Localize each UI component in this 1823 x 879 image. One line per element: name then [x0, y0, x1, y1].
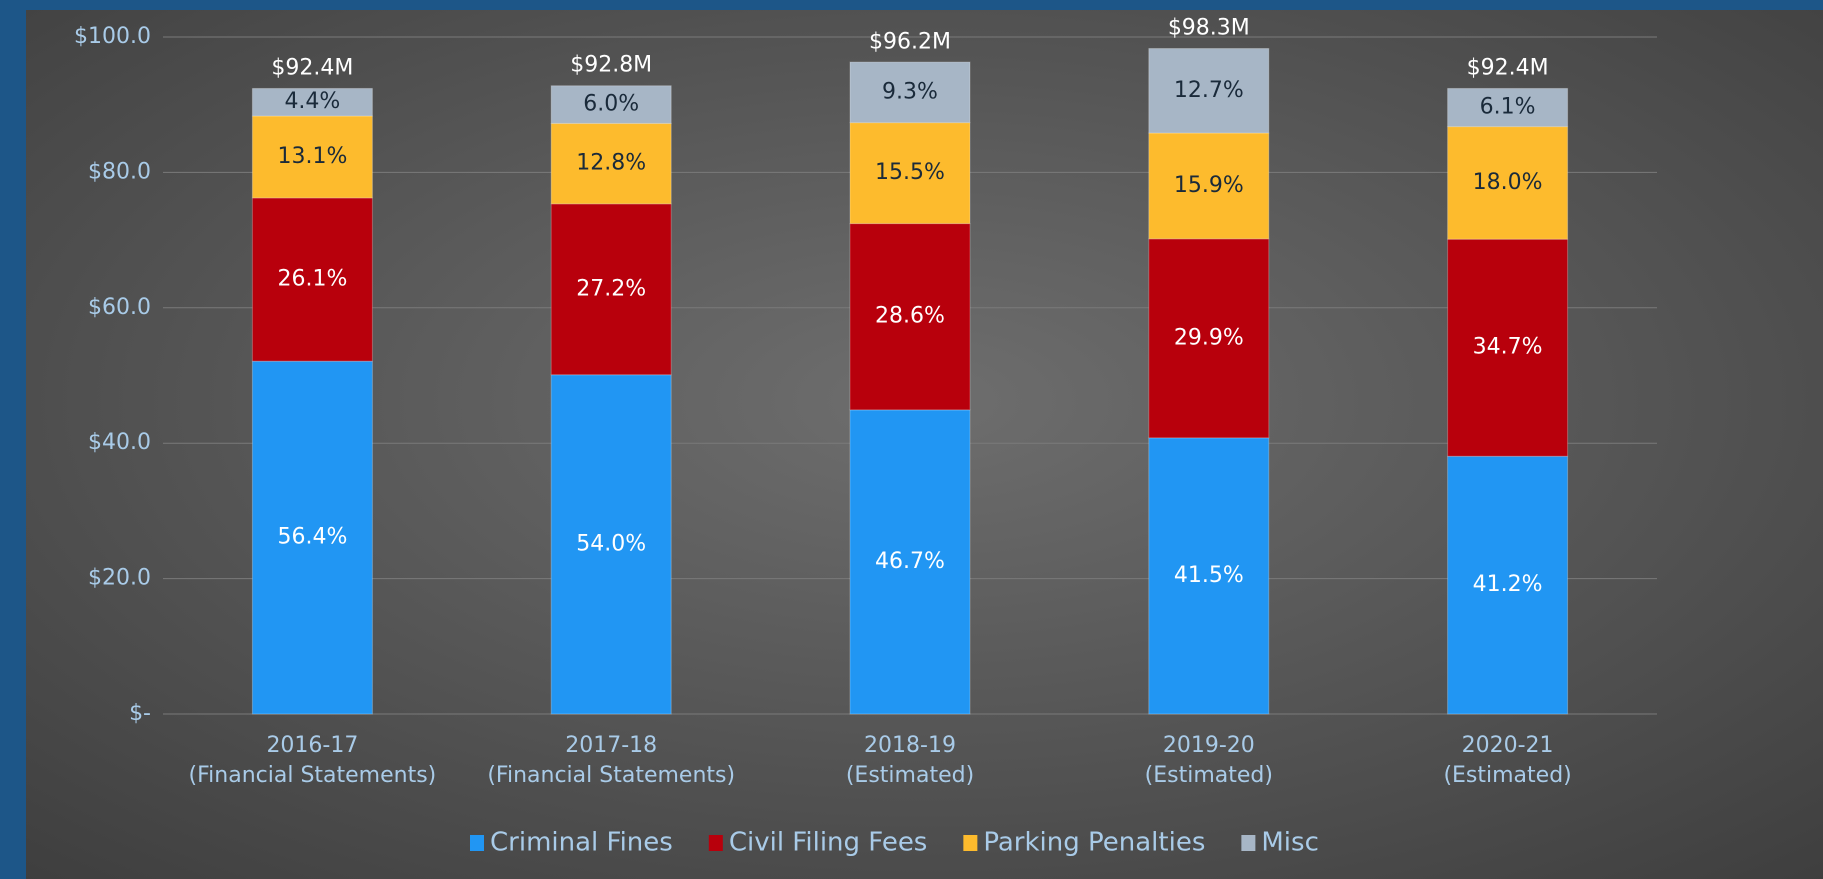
total-label: $96.2M: [869, 30, 951, 55]
legend-label: Civil Filing Fees: [729, 828, 928, 858]
legend-swatch: [470, 835, 484, 851]
bar-segment: [849, 61, 971, 124]
bar-segment: [1148, 238, 1270, 439]
y-tick-label: $60.0: [88, 295, 151, 320]
data-label: 29.9%: [1174, 325, 1244, 350]
data-label: 41.2%: [1473, 572, 1543, 597]
total-label: $92.4M: [1467, 55, 1549, 80]
bar-segment: [849, 223, 971, 411]
data-label: 13.1%: [277, 144, 347, 169]
x-tick-label: 2018-19: [864, 733, 956, 758]
data-label: 4.4%: [284, 89, 340, 114]
data-label: 15.9%: [1174, 173, 1244, 198]
x-tick-label: 2019-20: [1163, 733, 1255, 758]
legend-swatch: [963, 835, 978, 851]
data-label: 12.8%: [576, 151, 646, 176]
data-label: 34.7%: [1473, 335, 1543, 360]
bar-segment: [550, 122, 672, 205]
bar-segment: [1447, 238, 1569, 457]
data-label: 27.2%: [576, 276, 646, 301]
bar-segment: [1148, 437, 1270, 715]
y-tick-label: $-: [129, 701, 151, 726]
x-tick-label: 2017-18: [565, 733, 657, 758]
bar-segment: [550, 203, 672, 376]
x-tick-label: (Financial Statements): [487, 763, 735, 788]
y-tick-label: $40.0: [88, 430, 151, 455]
data-label: 12.7%: [1174, 78, 1244, 103]
total-label: $92.8M: [570, 53, 652, 78]
x-tick-label: 2016-17: [266, 733, 358, 758]
y-tick-label: $100.0: [74, 24, 151, 49]
data-label: 54.0%: [576, 531, 646, 556]
y-tick-label: $20.0: [88, 566, 151, 591]
legend-label: Parking Penalties: [983, 828, 1205, 858]
bar-segment: [1447, 455, 1569, 715]
bar-segment: [1148, 48, 1270, 134]
data-label: 18.0%: [1473, 170, 1543, 195]
data-label: 15.5%: [875, 160, 945, 185]
x-tick-label: (Estimated): [1145, 763, 1273, 788]
y-tick-label: $80.0: [88, 159, 151, 184]
x-tick-label: (Estimated): [846, 763, 974, 788]
bar-segment: [1447, 126, 1569, 240]
data-label: 9.3%: [882, 79, 938, 104]
bar-segment: [251, 87, 373, 117]
data-label: 6.1%: [1480, 95, 1536, 120]
data-label: 6.0%: [583, 92, 639, 117]
x-tick-label: 2020-21: [1462, 733, 1554, 758]
data-label: 56.4%: [277, 525, 347, 550]
legend-label: Criminal Fines: [490, 828, 673, 858]
data-label: 26.1%: [277, 267, 347, 292]
legend-swatch: [708, 835, 723, 851]
bar-segment: [849, 122, 971, 225]
bar-segment: [1447, 87, 1569, 128]
bar-segment: [251, 197, 373, 362]
data-label: 41.5%: [1174, 563, 1244, 588]
bar-segment: [1148, 132, 1270, 240]
bar-segment: [550, 85, 672, 124]
legend-swatch: [1241, 835, 1256, 851]
total-label: $92.4M: [271, 55, 353, 80]
x-tick-label: (Estimated): [1443, 763, 1571, 788]
x-tick-label: (Financial Statements): [189, 763, 437, 788]
legend-label: Misc: [1261, 828, 1319, 858]
total-label: $98.3M: [1168, 16, 1250, 41]
bar-segment: [251, 360, 373, 715]
data-label: 28.6%: [875, 304, 945, 329]
bar-segment: [550, 374, 672, 715]
data-label: 46.7%: [875, 549, 945, 574]
